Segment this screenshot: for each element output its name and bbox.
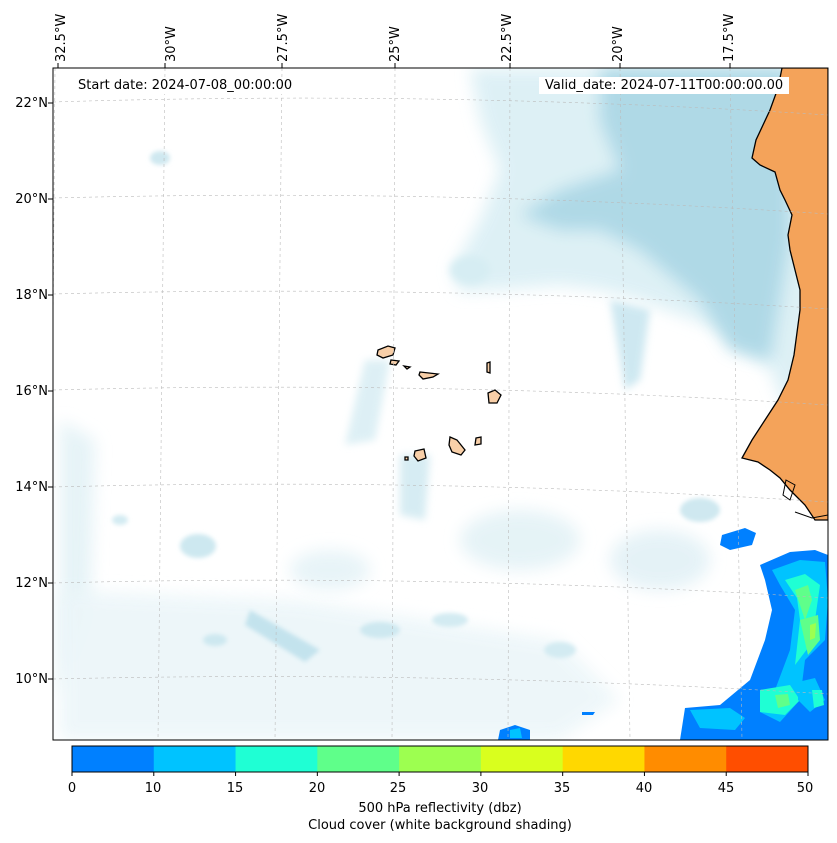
colorbar-segment	[72, 746, 155, 772]
graticule	[53, 68, 828, 740]
lon-label: 32.5°W	[54, 13, 69, 62]
colorbar-tick-label: 50	[796, 781, 814, 796]
colorbar-segment	[317, 746, 400, 772]
colorbar-segment	[726, 746, 809, 772]
colorbar-segment	[480, 746, 564, 772]
colorbar-tick-label: 40	[635, 781, 653, 796]
lon-label: 30°W	[164, 26, 179, 62]
colorbar-segment	[235, 746, 318, 772]
colorbar-frame	[71, 745, 809, 773]
lon-label: 22.5°W	[500, 13, 515, 62]
colorbar-tick-label: 20	[308, 781, 326, 796]
colorbar-tick-label: 30	[471, 781, 489, 796]
lat-label: 14°N	[15, 480, 48, 495]
colorbar	[71, 745, 809, 776]
map-frame	[52, 67, 829, 741]
colorbar-tick-label: 45	[717, 781, 735, 796]
lat-label: 18°N	[15, 288, 48, 303]
lon-label: 25°W	[388, 26, 403, 62]
lon-label: 27.5°W	[276, 13, 291, 62]
colorbar-segment	[562, 746, 645, 772]
lat-label: 12°N	[15, 576, 48, 591]
colorbar-segment	[399, 746, 482, 772]
lat-label: 16°N	[15, 384, 48, 399]
colorbar-tick-label: 35	[553, 781, 571, 796]
colorbar-tick-label: 25	[389, 781, 407, 796]
lat-label: 22°N	[15, 96, 48, 111]
cloud-cover-label: Cloud cover (white background shading)	[308, 818, 572, 833]
lon-label: 17.5°W	[722, 13, 737, 62]
colorbar-segment	[644, 746, 727, 772]
lat-label: 10°N	[15, 672, 48, 687]
colorbar-tick-label: 0	[67, 781, 77, 796]
colorbar-segment	[153, 746, 237, 772]
start-date-label: Start date: 2024-07-08_00:00:00	[72, 77, 299, 94]
colorbar-tick-label: 15	[226, 781, 244, 796]
cape-verde-islands	[376, 345, 502, 462]
valid-date-label: Valid_date: 2024-07-11T00:00:00.00	[539, 77, 790, 94]
colorbar-title: 500 hPa reflectivity (dbz)	[358, 801, 522, 816]
colorbar-tick-label: 10	[144, 781, 162, 796]
lat-label: 20°N	[15, 192, 48, 207]
lon-label: 20°W	[611, 26, 626, 62]
cloud-cover	[60, 68, 828, 740]
